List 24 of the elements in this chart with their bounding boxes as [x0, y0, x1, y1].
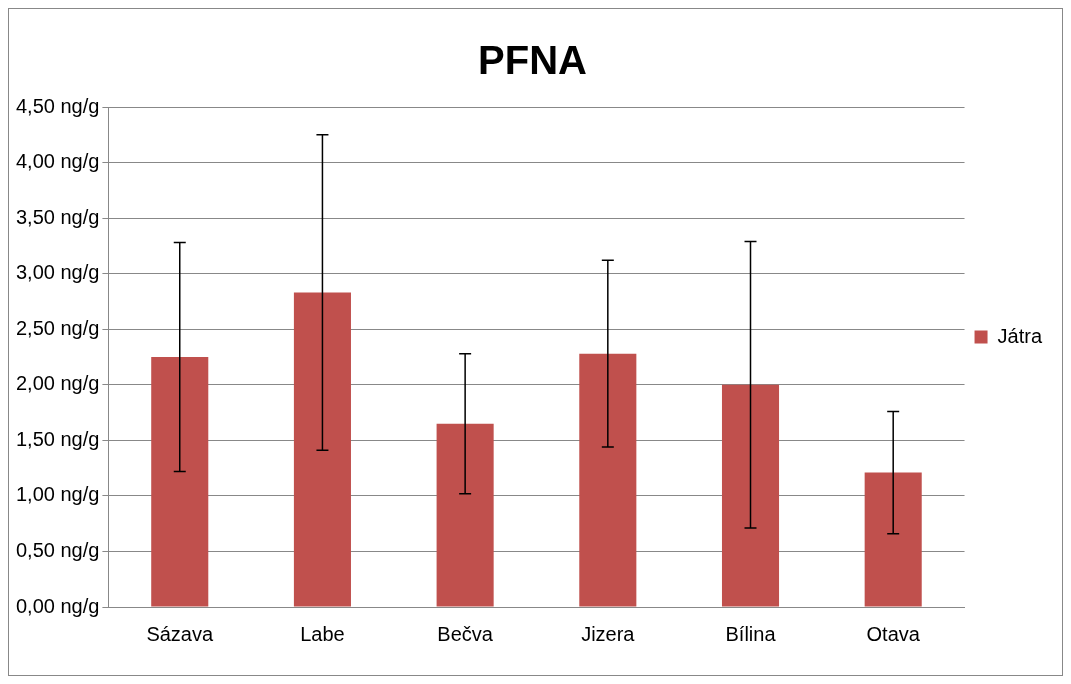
x-tick-label: Jizera — [581, 622, 636, 645]
bar — [864, 472, 922, 607]
y-tick-label: 1,50 ng/g — [15, 427, 100, 450]
y-tick-label: 4,50 ng/g — [15, 94, 100, 117]
y-tick-label: 0,50 ng/g — [15, 538, 100, 561]
bar — [436, 423, 494, 607]
bar — [721, 384, 780, 607]
bar — [579, 353, 637, 607]
x-tick-label: Bečva — [437, 622, 494, 645]
y-tick-label: 1,00 ng/g — [15, 483, 100, 506]
y-tick-label: 3,00 ng/g — [15, 261, 100, 284]
y-tick-label: 2,50 ng/g — [15, 316, 100, 339]
x-tick-label: Sázava — [146, 622, 214, 645]
x-tick-label: Otava — [866, 622, 921, 645]
x-tick-label: Bílina — [725, 622, 777, 645]
bar — [293, 292, 351, 607]
y-tick-label: 0,00 ng/g — [15, 594, 100, 617]
x-tick-label: Labe — [300, 622, 345, 645]
bar — [151, 357, 209, 607]
y-tick-label: 4,00 ng/g — [15, 150, 100, 173]
y-tick-label: 3,50 ng/g — [15, 205, 100, 228]
y-tick-label: 2,00 ng/g — [15, 372, 100, 395]
chart-title: PFNA — [478, 38, 587, 83]
legend-label: Játra — [997, 324, 1043, 347]
